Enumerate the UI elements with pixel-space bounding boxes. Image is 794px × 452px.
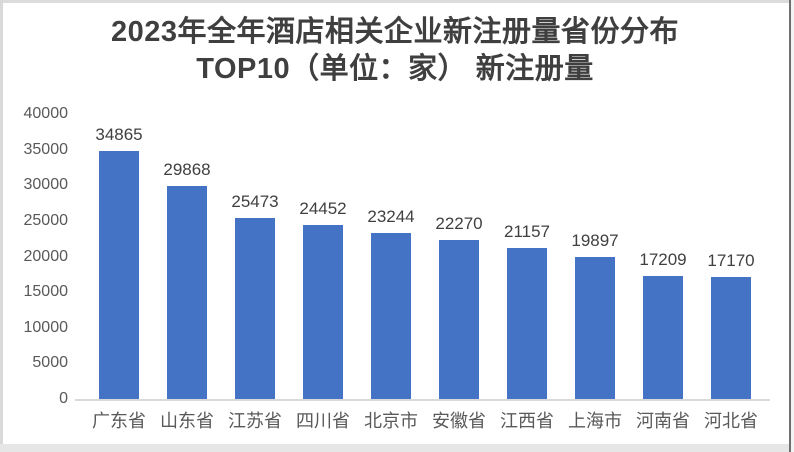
bar bbox=[303, 225, 343, 399]
bar bbox=[575, 257, 615, 399]
x-tick-label: 北京市 bbox=[364, 411, 418, 431]
bar-value-label: 17209 bbox=[639, 250, 687, 269]
bar-value-label: 23244 bbox=[367, 207, 415, 226]
y-tick-label: 10000 bbox=[23, 318, 69, 336]
bar bbox=[99, 151, 139, 399]
x-axis-line bbox=[75, 399, 770, 401]
x-tick-label: 安徽省 bbox=[432, 411, 486, 431]
bar-value-label: 22270 bbox=[435, 214, 483, 233]
plot-area: 34865 29868 25473 24452 23244 22270 21157 19897… bbox=[85, 114, 765, 399]
y-tick-label: 5000 bbox=[32, 354, 68, 372]
bottom-border bbox=[0, 444, 790, 452]
bar bbox=[643, 276, 683, 399]
bar-group: 23244 bbox=[357, 114, 425, 399]
bar bbox=[167, 186, 207, 399]
bar-value-label: 19897 bbox=[571, 231, 619, 250]
bar-value-label: 34865 bbox=[95, 125, 143, 144]
x-tick-label: 江苏省 bbox=[228, 411, 282, 431]
y-tick-label: 40000 bbox=[23, 105, 69, 122]
bar-group: 21157 bbox=[493, 114, 561, 399]
x-tick-label: 广东省 bbox=[92, 411, 146, 431]
y-tick-label: 25000 bbox=[23, 211, 69, 229]
bar-value-label: 21157 bbox=[503, 222, 550, 241]
x-tick-label: 河南省 bbox=[636, 411, 690, 431]
right-border-line bbox=[789, 0, 791, 452]
chart-title-line2: TOP10（单位：家） 新注册量 bbox=[196, 53, 594, 85]
bar-group: 17209 bbox=[629, 114, 697, 399]
bar bbox=[711, 277, 751, 399]
bar-group: 24452 bbox=[289, 114, 357, 399]
y-tick-label: 20000 bbox=[23, 247, 69, 265]
chart-title: 2023年全年酒店相关企业新注册量省份分布 TOP10（单位：家） 新注册量 bbox=[0, 14, 790, 88]
bar-group: 25473 bbox=[221, 114, 289, 399]
x-tick-label: 山东省 bbox=[160, 411, 214, 431]
bar bbox=[439, 240, 479, 399]
bar-value-label: 25473 bbox=[231, 192, 279, 211]
bar bbox=[507, 248, 547, 399]
y-tick-label: 30000 bbox=[23, 176, 69, 194]
bar bbox=[371, 233, 411, 399]
bar bbox=[235, 218, 275, 399]
bar-value-label: 17170 bbox=[707, 251, 755, 270]
left-border bbox=[0, 0, 3, 452]
x-tick-label: 上海市 bbox=[568, 411, 622, 431]
y-tick-label: 35000 bbox=[23, 140, 69, 158]
bar-value-label: 29868 bbox=[163, 160, 211, 179]
right-gutter bbox=[791, 0, 794, 452]
y-tick-label: 0 bbox=[59, 390, 68, 407]
x-tick-label: 四川省 bbox=[296, 411, 350, 431]
y-axis: 40000 35000 30000 25000 20000 15000 10000 5000 0 bbox=[0, 0, 69, 452]
bar-group: 17170 bbox=[697, 114, 765, 399]
bar-group: 22270 bbox=[425, 114, 493, 399]
x-axis: 广东省 山东省 江苏省 四川省 北京市 安徽省 江西省 上海市 河南省 河北省 bbox=[85, 407, 765, 433]
chart-title-line1: 2023年全年酒店相关企业新注册量省份分布 bbox=[110, 16, 679, 48]
bar-value-label: 24452 bbox=[299, 199, 347, 218]
bar-group: 19897 bbox=[561, 114, 629, 399]
x-tick-label: 河北省 bbox=[704, 411, 758, 431]
bar-group: 34865 bbox=[85, 114, 153, 399]
x-tick-label: 江西省 bbox=[500, 411, 554, 431]
bar-group: 29868 bbox=[153, 114, 221, 399]
y-tick-label: 15000 bbox=[23, 283, 69, 301]
top-border bbox=[0, 0, 794, 3]
